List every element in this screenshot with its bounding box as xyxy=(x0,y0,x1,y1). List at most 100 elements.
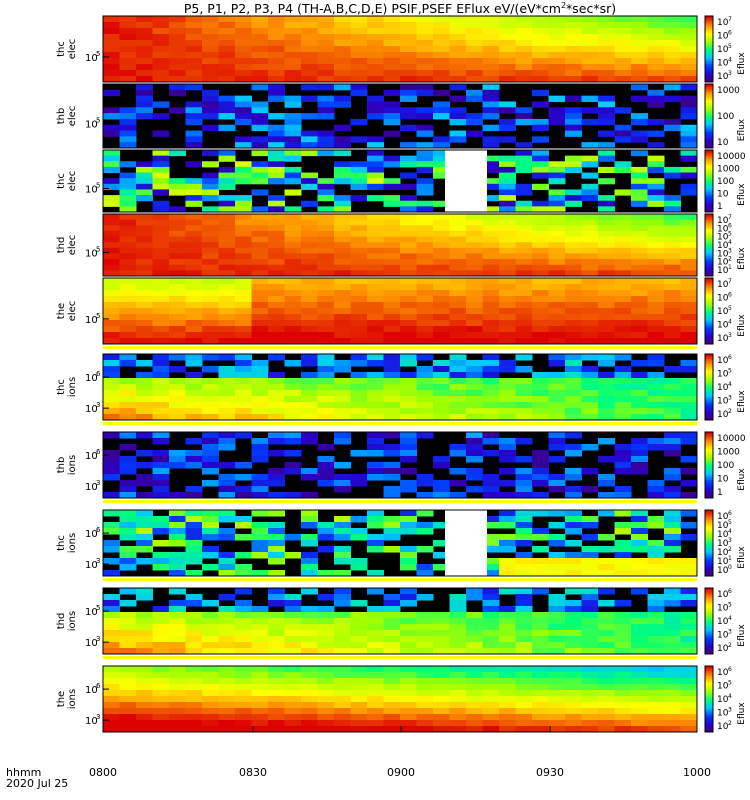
colorbar-frame-7 xyxy=(704,509,714,577)
spectrogram-cell xyxy=(367,242,384,249)
spectrogram-cell xyxy=(548,540,566,547)
spectrogram-cell xyxy=(647,726,665,733)
spectrogram-cell xyxy=(614,64,632,71)
spectrogram-cell xyxy=(350,46,368,53)
colorbar-frame-6 xyxy=(704,431,714,499)
spectrogram-cell xyxy=(235,642,252,649)
spectrogram-cell xyxy=(235,195,252,202)
spectrogram-cell xyxy=(631,172,648,179)
spectrogram-cell xyxy=(581,636,599,643)
spectrogram-cell xyxy=(548,726,566,733)
spectrogram-cell xyxy=(598,570,615,577)
spectrogram-cell xyxy=(284,242,302,249)
spectrogram-cell xyxy=(548,510,566,517)
colorbar-segment xyxy=(705,546,713,549)
spectrogram-cell xyxy=(367,666,384,673)
spectrogram-cell xyxy=(251,253,269,260)
spectrogram-cell xyxy=(680,64,698,71)
spectrogram-cell xyxy=(482,726,500,733)
spectrogram-cell xyxy=(532,372,549,379)
spectrogram-cell xyxy=(235,247,252,254)
colorbar-segment xyxy=(705,170,713,173)
spectrogram-cell xyxy=(152,672,170,679)
spectrogram-cell xyxy=(350,242,368,249)
panel-separator-4 xyxy=(103,656,697,659)
spectrogram-cell xyxy=(136,278,153,285)
spectrogram-cell xyxy=(598,107,615,114)
spectrogram-cell xyxy=(400,624,417,631)
spectrogram-cell xyxy=(268,284,285,291)
spectrogram-cell xyxy=(136,528,153,535)
colorbar-segment xyxy=(705,614,713,617)
spectrogram-cell xyxy=(647,189,665,196)
spectrogram-cell xyxy=(416,247,434,254)
spectrogram-cell xyxy=(598,714,615,721)
spectrogram-cell xyxy=(680,70,698,77)
spectrogram-cell xyxy=(416,64,434,71)
spectrogram-cell xyxy=(680,396,698,403)
spectrogram-cell xyxy=(301,320,318,327)
spectrogram-cell xyxy=(581,161,599,168)
spectrogram-cell xyxy=(119,200,137,207)
spectrogram-cell xyxy=(631,225,648,232)
spectrogram-cell xyxy=(218,259,236,266)
spectrogram-cell xyxy=(548,76,566,83)
spectrogram-cell xyxy=(416,308,434,315)
spectrogram-cell xyxy=(235,414,252,421)
spectrogram-cell xyxy=(202,702,219,709)
spectrogram-cell xyxy=(664,642,681,649)
spectrogram-cell xyxy=(400,726,417,733)
spectrogram-cell xyxy=(235,314,252,321)
spectrogram-cell xyxy=(515,408,533,415)
spectrogram-cell xyxy=(202,714,219,721)
spectrogram-cell xyxy=(152,155,170,162)
spectrogram-cell xyxy=(532,225,549,232)
spectrogram-cell xyxy=(152,242,170,249)
spectrogram-cell xyxy=(499,308,516,315)
spectrogram-cell xyxy=(400,270,417,277)
spectrogram-cell xyxy=(268,130,285,137)
spectrogram-cell xyxy=(400,338,417,345)
spectrogram-cell xyxy=(202,172,219,179)
spectrogram-cell xyxy=(103,230,120,238)
spectrogram-cell xyxy=(581,338,599,345)
colorbar-segment xyxy=(705,652,713,655)
colorbar-segment xyxy=(705,37,713,40)
spectrogram-cell xyxy=(185,270,203,277)
spectrogram-cell xyxy=(466,390,483,397)
spectrogram-cell xyxy=(119,408,137,415)
spectrogram-cell xyxy=(152,320,170,327)
spectrogram-cell xyxy=(185,438,203,445)
spectrogram-cell xyxy=(400,600,417,607)
spectrogram-cell xyxy=(433,714,450,721)
spectrogram-cell xyxy=(103,708,120,715)
spectrogram-cell xyxy=(614,384,632,391)
spectrogram-cell xyxy=(631,642,648,649)
colorbar-tick-exponent: 5 xyxy=(728,602,732,609)
colorbar-tick-label: 10 xyxy=(717,682,729,692)
colorbar-segment xyxy=(705,491,713,494)
data-gap-2 xyxy=(445,150,487,212)
spectrogram-cell xyxy=(400,528,417,535)
spectrogram-cell xyxy=(202,354,219,361)
spectrogram-cell xyxy=(515,402,533,409)
y-tick-exponent: 6 xyxy=(96,526,101,534)
spectrogram-cell xyxy=(136,219,153,226)
spectrogram-cell xyxy=(268,278,285,285)
spectrogram-cell xyxy=(433,630,450,637)
spectrogram-cell xyxy=(185,684,203,691)
spectrogram-cell xyxy=(152,564,170,571)
spectrogram-cell xyxy=(334,696,351,703)
spectrogram-cell xyxy=(169,214,186,221)
spectrogram-cell xyxy=(218,624,236,631)
spectrogram-cell xyxy=(499,290,516,297)
spectrogram-cell xyxy=(647,438,665,445)
spectrogram-cell xyxy=(581,630,599,637)
spectrogram-cell xyxy=(169,89,186,97)
spectrogram-cell xyxy=(251,492,269,499)
panel-frame-0 xyxy=(102,15,698,83)
spectrogram-cell xyxy=(152,360,170,367)
colorbar-segment xyxy=(705,722,713,725)
spectrogram-cell xyxy=(416,225,434,232)
spectrogram-cell xyxy=(367,450,384,457)
